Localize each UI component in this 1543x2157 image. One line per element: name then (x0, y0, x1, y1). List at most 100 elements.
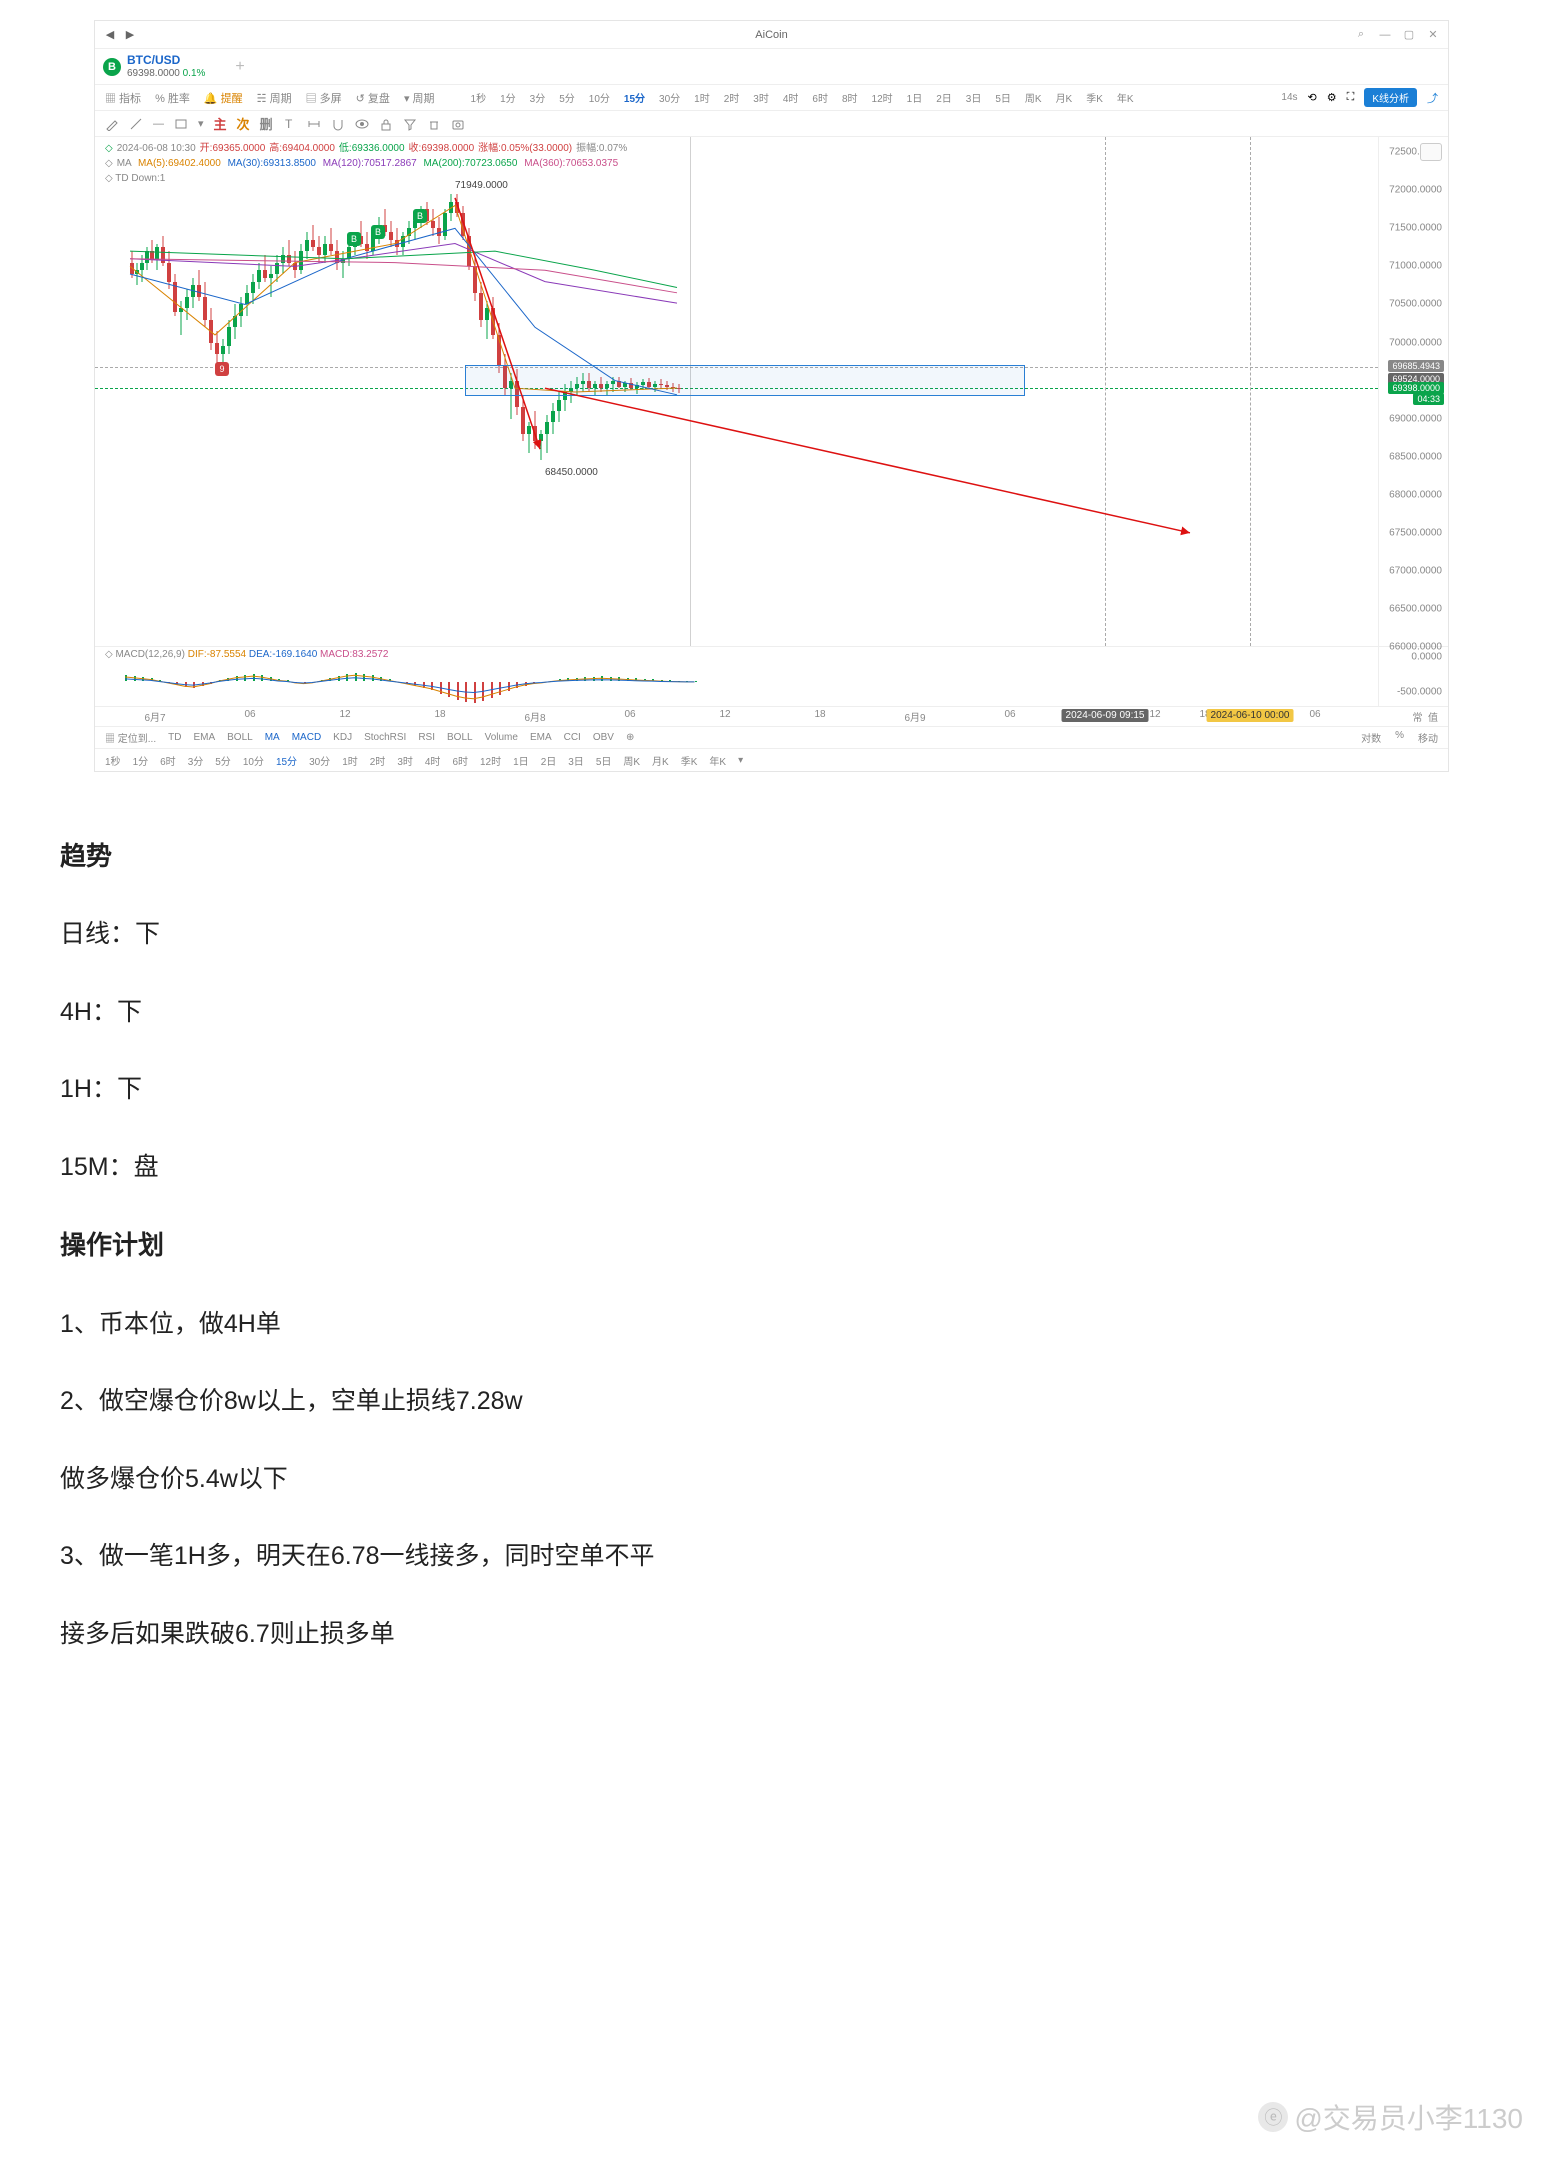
btn-main[interactable]: 主 (214, 114, 227, 133)
tfb-季K[interactable]: 季K (681, 753, 698, 768)
tfb-3日[interactable]: 3日 (568, 753, 584, 768)
pencil-icon[interactable] (105, 117, 119, 131)
tf-15分[interactable]: 15分 (624, 90, 645, 105)
subbar-指标[interactable]: ▦ 指标 (105, 90, 141, 106)
ind-KDJ[interactable]: KDJ (333, 732, 352, 743)
ind-MACD[interactable]: MACD (292, 732, 321, 743)
subbar-多屏[interactable]: ▤ 多屏 (306, 90, 342, 106)
share-icon[interactable]: ⤴ (1427, 90, 1438, 106)
tf-月K[interactable]: 月K (1056, 90, 1073, 105)
add-tab-icon[interactable]: + (235, 58, 244, 76)
ind-EMA[interactable]: EMA (530, 732, 552, 743)
drawn-rect[interactable] (465, 365, 1025, 395)
tfb-2日[interactable]: 2日 (541, 753, 557, 768)
tf-1日[interactable]: 1日 (907, 90, 923, 105)
tf-3时[interactable]: 3时 (753, 90, 769, 105)
tfb-1分[interactable]: 1分 (133, 753, 149, 768)
tf-3分[interactable]: 3分 (530, 90, 546, 105)
main-chart[interactable]: ◇2024-06-08 10:30开:69365.0000高:69404.000… (95, 137, 1448, 647)
tfb-1时[interactable]: 1时 (342, 753, 358, 768)
subbar-提醒[interactable]: 🔔 提醒 (204, 90, 243, 106)
tfb-6时[interactable]: 6时 (452, 753, 468, 768)
tf-2日[interactable]: 2日 (936, 90, 952, 105)
eye-icon[interactable] (355, 117, 369, 131)
maximize-icon[interactable]: ▢ (1402, 28, 1416, 42)
tf-30分[interactable]: 30分 (659, 90, 680, 105)
symbol[interactable]: BTC/USD (127, 54, 205, 68)
tfb-15分[interactable]: 15分 (276, 753, 297, 768)
tf-5日[interactable]: 5日 (995, 90, 1011, 105)
btn-sec[interactable]: 次 (237, 114, 250, 133)
line-icon[interactable] (129, 117, 143, 131)
tf-3日[interactable]: 3日 (966, 90, 982, 105)
tfb-6时[interactable]: 6时 (160, 753, 176, 768)
rect-icon[interactable] (174, 117, 188, 131)
snapshot-icon[interactable] (1420, 143, 1442, 161)
tf-more-icon[interactable]: ▾ (738, 755, 743, 766)
ind-BOLL[interactable]: BOLL (227, 732, 253, 743)
ind-MA[interactable]: MA (265, 732, 280, 743)
tfb-3时[interactable]: 3时 (397, 753, 413, 768)
refresh-icon[interactable]: ⟲ (1308, 91, 1317, 104)
tfb-12时[interactable]: 12时 (480, 753, 501, 768)
close-icon[interactable]: ✕ (1426, 28, 1440, 42)
tfb-10分[interactable]: 10分 (243, 753, 264, 768)
tfb-30分[interactable]: 30分 (309, 753, 330, 768)
fullscreen-icon[interactable]: ⛶ (1347, 91, 1355, 104)
ind-OBV[interactable]: OBV (593, 732, 614, 743)
tf-1时[interactable]: 1时 (694, 90, 710, 105)
ind-CCI[interactable]: CCI (564, 732, 581, 743)
text-icon[interactable]: T (283, 117, 297, 131)
tfb-周K[interactable]: 周K (623, 753, 640, 768)
ind-Volume[interactable]: Volume (485, 732, 518, 743)
minimize-icon[interactable]: — (1378, 28, 1392, 42)
ind-RSI[interactable]: RSI (418, 732, 435, 743)
opt-%[interactable]: % (1395, 730, 1404, 745)
locate-btn[interactable]: ▦ 定位到... (105, 730, 156, 745)
trash-icon[interactable] (427, 117, 441, 131)
tf-1秒[interactable]: 1秒 (471, 90, 487, 105)
search-icon[interactable]: ⌕ (1354, 28, 1368, 42)
tf-1分[interactable]: 1分 (500, 90, 516, 105)
ind-EMA[interactable]: EMA (193, 732, 215, 743)
ind-StochRSI[interactable]: StochRSI (364, 732, 406, 743)
tfb-1秒[interactable]: 1秒 (105, 753, 121, 768)
tf-季K[interactable]: 季K (1086, 90, 1103, 105)
lock-icon[interactable] (379, 117, 393, 131)
magnet-icon[interactable] (331, 117, 345, 131)
filter-icon[interactable] (403, 117, 417, 131)
tfb-5日[interactable]: 5日 (596, 753, 612, 768)
tf-5分[interactable]: 5分 (559, 90, 575, 105)
tfb-3分[interactable]: 3分 (188, 753, 204, 768)
tfb-5分[interactable]: 5分 (215, 753, 231, 768)
opt-对数[interactable]: 对数 (1361, 730, 1381, 745)
tfb-年K[interactable]: 年K (709, 753, 726, 768)
tfb-2时[interactable]: 2时 (370, 753, 386, 768)
tfb-1日[interactable]: 1日 (513, 753, 529, 768)
ind-BOLL[interactable]: BOLL (447, 732, 473, 743)
tfb-月K[interactable]: 月K (652, 753, 669, 768)
tf-周K[interactable]: 周K (1025, 90, 1042, 105)
subbar-胜率[interactable]: % 胜率 (155, 90, 190, 106)
tf-年K[interactable]: 年K (1117, 90, 1134, 105)
back-icon[interactable]: ◀ (103, 28, 117, 42)
btn-del[interactable]: 删 (260, 114, 273, 133)
add-indicator-icon[interactable]: ⊕ (626, 732, 634, 743)
settings-icon[interactable]: ⚙ (1327, 91, 1337, 104)
ruler-icon[interactable] (307, 117, 321, 131)
subbar-周期[interactable]: ▾ 周期 (404, 90, 435, 106)
tf-12时[interactable]: 12时 (872, 90, 893, 105)
tf-6时[interactable]: 6时 (812, 90, 828, 105)
tool-more[interactable]: ▾ (198, 117, 204, 130)
subbar-周期[interactable]: ☵ 周期 (257, 90, 292, 106)
tf-10分[interactable]: 10分 (589, 90, 610, 105)
subbar-复盘[interactable]: ↺ 复盘 (356, 90, 390, 106)
ind-TD[interactable]: TD (168, 732, 181, 743)
tfb-4时[interactable]: 4时 (425, 753, 441, 768)
camera-icon[interactable] (451, 117, 465, 131)
fwd-icon[interactable]: ▶ (123, 28, 137, 42)
tf-4时[interactable]: 4时 (783, 90, 799, 105)
tf-2时[interactable]: 2时 (724, 90, 740, 105)
tf-8时[interactable]: 8时 (842, 90, 858, 105)
k-analysis-btn[interactable]: K线分析 (1364, 88, 1417, 107)
